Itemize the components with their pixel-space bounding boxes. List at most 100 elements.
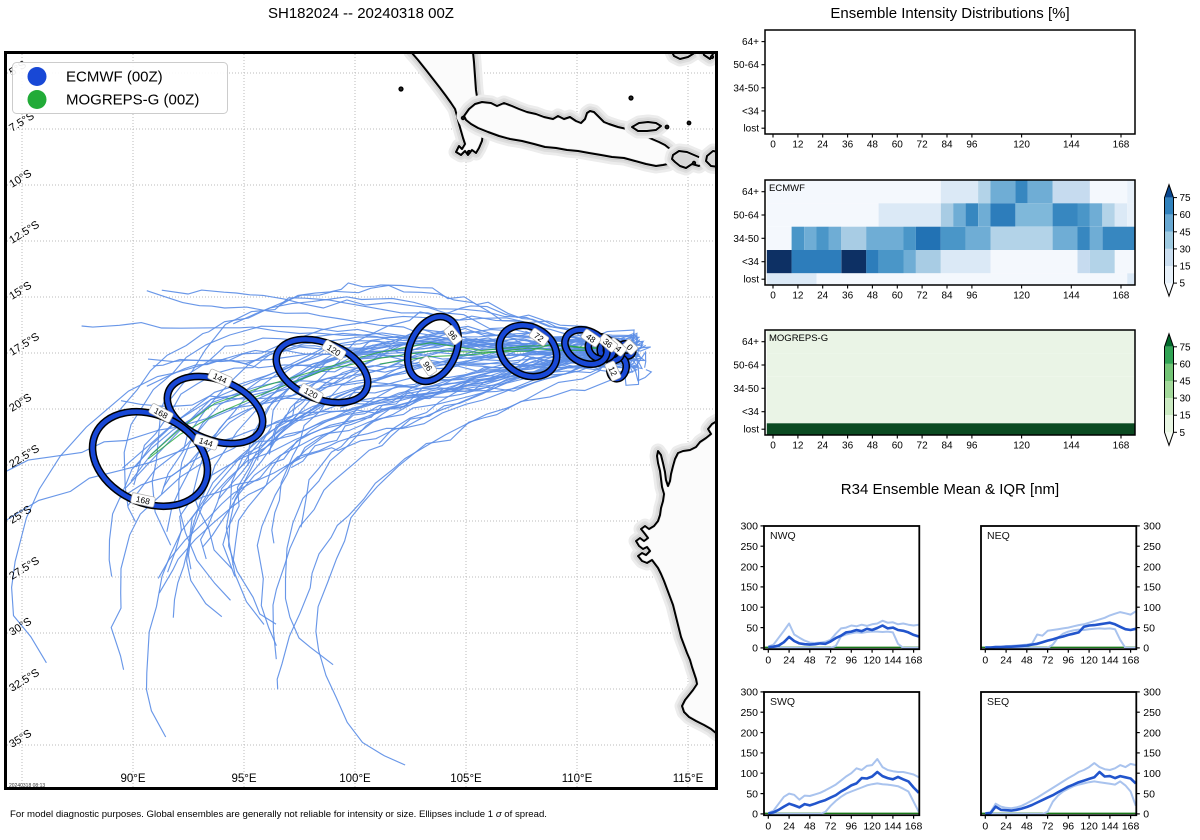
svg-text:48: 48 <box>867 441 879 452</box>
svg-text:250: 250 <box>740 707 758 719</box>
svg-text:5: 5 <box>1180 428 1186 439</box>
svg-text:200: 200 <box>740 727 758 739</box>
svg-text:72: 72 <box>1042 655 1054 667</box>
svg-text:144: 144 <box>884 821 902 833</box>
svg-text:144: 144 <box>198 435 215 449</box>
svg-text:5: 5 <box>1180 279 1186 290</box>
svg-text:ECMWF: ECMWF <box>769 183 805 194</box>
svg-text:200: 200 <box>1143 727 1161 739</box>
svg-text:60: 60 <box>892 140 904 151</box>
svg-text:15: 15 <box>1180 262 1192 273</box>
svg-text:250: 250 <box>740 541 758 553</box>
svg-text:NEQ: NEQ <box>987 530 1010 542</box>
svg-text:24: 24 <box>817 140 829 151</box>
svg-text:60: 60 <box>892 441 904 452</box>
svg-text:168: 168 <box>1113 441 1130 452</box>
svg-text:72: 72 <box>1042 821 1054 833</box>
svg-text:0: 0 <box>625 342 636 353</box>
svg-text:168: 168 <box>1122 655 1140 667</box>
svg-text:50: 50 <box>1143 622 1155 634</box>
svg-text:84: 84 <box>941 291 953 302</box>
svg-text:48: 48 <box>867 140 879 151</box>
svg-text:60: 60 <box>1180 359 1192 370</box>
svg-text:12: 12 <box>792 441 804 452</box>
svg-text:lost: lost <box>743 124 759 135</box>
svg-text:48: 48 <box>804 655 816 667</box>
svg-text:105°E: 105°E <box>450 773 482 785</box>
svg-text:200: 200 <box>740 561 758 573</box>
svg-text:110°E: 110°E <box>562 773 593 785</box>
svg-text:96: 96 <box>1062 821 1074 833</box>
svg-text:12: 12 <box>792 291 804 302</box>
svg-text:75: 75 <box>1180 342 1192 353</box>
svg-text:<34: <34 <box>742 106 759 117</box>
svg-text:300: 300 <box>1143 687 1161 699</box>
svg-text:100: 100 <box>740 602 758 614</box>
svg-text:300: 300 <box>1143 521 1161 533</box>
svg-text:24: 24 <box>783 821 795 833</box>
svg-text:96: 96 <box>966 291 978 302</box>
svg-text:12: 12 <box>606 365 619 378</box>
svg-text:0: 0 <box>765 655 771 667</box>
svg-text:300: 300 <box>740 687 758 699</box>
svg-text:30: 30 <box>1180 394 1192 405</box>
svg-text:0: 0 <box>1143 809 1149 821</box>
svg-text:24: 24 <box>1000 821 1012 833</box>
svg-text:0: 0 <box>752 809 758 821</box>
svg-text:24: 24 <box>817 291 829 302</box>
svg-text:84: 84 <box>941 441 953 452</box>
svg-text:75: 75 <box>1180 193 1192 204</box>
svg-text:lost: lost <box>743 425 759 436</box>
svg-text:72: 72 <box>917 441 929 452</box>
svg-text:72: 72 <box>825 821 837 833</box>
svg-text:15: 15 <box>1180 411 1192 422</box>
svg-text:45: 45 <box>1180 227 1192 238</box>
svg-text:12: 12 <box>792 140 804 151</box>
svg-text:48: 48 <box>1021 655 1033 667</box>
svg-text:24: 24 <box>783 655 795 667</box>
svg-text:0: 0 <box>1143 643 1149 655</box>
svg-text:250: 250 <box>1143 707 1161 719</box>
svg-text:84: 84 <box>941 140 953 151</box>
svg-text:36: 36 <box>842 291 854 302</box>
svg-text:0: 0 <box>770 441 776 452</box>
svg-text:<34: <34 <box>742 407 759 418</box>
svg-text:144: 144 <box>1063 291 1080 302</box>
svg-text:168: 168 <box>1122 821 1140 833</box>
svg-text:60: 60 <box>1180 210 1192 221</box>
svg-text:120: 120 <box>863 655 881 667</box>
svg-text:lost: lost <box>743 275 759 286</box>
svg-text:120: 120 <box>1013 291 1030 302</box>
svg-text:250: 250 <box>1143 541 1161 553</box>
svg-text:ECMWF (00Z): ECMWF (00Z) <box>66 69 163 86</box>
svg-text:34-50: 34-50 <box>733 83 759 94</box>
svg-text:96: 96 <box>966 441 978 452</box>
svg-text:96: 96 <box>966 140 978 151</box>
svg-text:120: 120 <box>863 821 881 833</box>
svg-text:24: 24 <box>817 441 829 452</box>
svg-text:0: 0 <box>765 821 771 833</box>
svg-text:144: 144 <box>1101 821 1119 833</box>
svg-text:48: 48 <box>1021 821 1033 833</box>
svg-text:36: 36 <box>842 140 854 151</box>
svg-text:150: 150 <box>740 582 758 594</box>
svg-text:150: 150 <box>1143 582 1161 594</box>
svg-text:90°E: 90°E <box>120 773 145 785</box>
svg-text:72: 72 <box>825 655 837 667</box>
svg-text:95°E: 95°E <box>231 773 256 785</box>
svg-text:100: 100 <box>1143 602 1161 614</box>
svg-text:144: 144 <box>1101 655 1119 667</box>
svg-text:48: 48 <box>804 821 816 833</box>
svg-text:150: 150 <box>1143 748 1161 760</box>
svg-text:64+: 64+ <box>742 187 759 198</box>
svg-text:50-64: 50-64 <box>733 211 759 222</box>
svg-text:144: 144 <box>884 655 902 667</box>
svg-text:168: 168 <box>1113 140 1130 151</box>
svg-text:168: 168 <box>1113 291 1130 302</box>
svg-text:0: 0 <box>982 821 988 833</box>
svg-text:144: 144 <box>1063 441 1080 452</box>
svg-text:50-64: 50-64 <box>733 361 759 372</box>
svg-text:24: 24 <box>1000 655 1012 667</box>
svg-text:144: 144 <box>1063 140 1080 151</box>
svg-text:150: 150 <box>740 748 758 760</box>
